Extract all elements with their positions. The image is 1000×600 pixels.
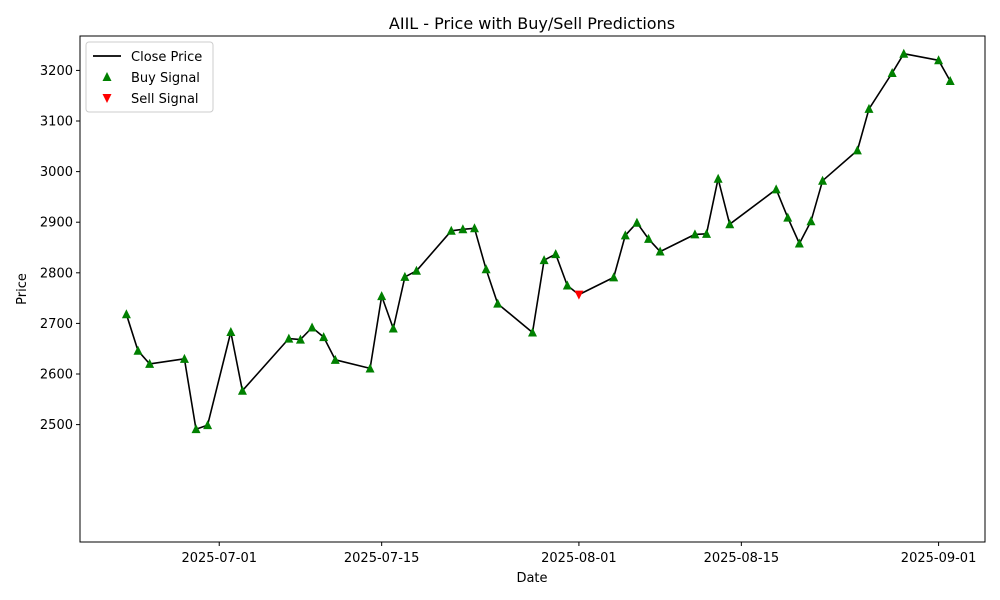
buy-signal-marker [655, 246, 665, 256]
buy-signal-marker [539, 255, 549, 265]
buy-signal-marker [295, 334, 305, 344]
buy-signal-marker [783, 212, 793, 222]
buy-signal-marker [458, 224, 468, 234]
y-axis: 2500 2600 2700 2800 2900 3000 3100 3200 [40, 64, 80, 433]
buy-signal-marker [191, 424, 201, 434]
buy-signal-marker [319, 332, 329, 342]
buy-signal-marker [644, 233, 654, 243]
buy-signal-marker [411, 265, 421, 275]
legend-box [85, 41, 214, 113]
buy-signal-marker [864, 103, 874, 113]
buy-signal-marker [203, 420, 213, 430]
buy-signal-marker [493, 298, 503, 308]
buy-signal-marker [945, 76, 955, 86]
buy-signal-marker [481, 264, 491, 274]
buy-signal-marker [725, 219, 735, 229]
buy-signal-marker [551, 249, 561, 259]
buy-signal-marker [237, 385, 247, 395]
buy-signal-marker [377, 291, 387, 301]
legend-buy-signal-marker [102, 72, 112, 81]
buy-signal-marker [713, 173, 723, 183]
buy-signal-marker [528, 327, 537, 337]
y-tick-label: 3000 [40, 165, 73, 180]
x-axis: 2025-07-01 2025-07-15 2025-08-01 2025-08-15… [181, 542, 976, 566]
legend-sell-signal-label: Sell Signal [131, 92, 199, 107]
y-tick-label: 2900 [40, 216, 73, 231]
buy-signal-marker [806, 216, 816, 226]
buy-signal-marker [632, 217, 642, 227]
buy-signal-marker [388, 323, 398, 333]
buy-signal-marker [145, 358, 155, 368]
buy-signal-marker [400, 271, 410, 281]
y-axis-label: Price [15, 273, 30, 305]
buy-signal-marker [330, 354, 340, 364]
buy-signal-marker [226, 327, 236, 337]
legend-buy-signal-label: Buy Signal [131, 71, 200, 86]
buy-signal-marker [284, 333, 294, 343]
buy-signal-marker [690, 229, 700, 239]
buy-signal-marker [133, 345, 143, 355]
buy-signal-marker [899, 48, 909, 58]
x-tick-label: 2025-08-15 [704, 551, 780, 566]
sell-signal-marker [574, 290, 584, 300]
buy-signal-marker [702, 228, 712, 238]
buy-signal-marker [852, 145, 862, 155]
legend-sell-signal-marker [102, 94, 112, 103]
x-axis-label: Date [516, 571, 547, 586]
y-tick-label: 2700 [40, 317, 73, 332]
buy-signal-marker [469, 223, 479, 233]
buy-signal-marker [307, 322, 317, 332]
buy-signal-marker [794, 238, 804, 248]
buy-signal-marker [562, 280, 572, 290]
plot-area [79, 35, 986, 543]
y-tick-label: 2800 [40, 266, 73, 281]
series-layer [125, 52, 951, 431]
x-tick-label: 2025-07-01 [181, 551, 257, 566]
buy-signal-marker [179, 353, 189, 363]
y-tick-label: 3100 [40, 115, 73, 130]
x-tick-label: 2025-07-15 [344, 551, 420, 566]
buy-signal-marker [620, 230, 630, 240]
x-tick-label: 2025-09-01 [901, 551, 977, 566]
buy-signal-marker [365, 363, 375, 373]
buy-signal-marker [446, 225, 456, 235]
buy-signal-marker [887, 67, 897, 77]
y-tick-label: 2500 [40, 418, 73, 433]
chart-title: AIIL - Price with Buy/Sell Predictions [389, 14, 675, 33]
y-tick-label: 2600 [40, 368, 73, 383]
buy-signal-marker [121, 309, 131, 319]
buy-signal-marker [609, 272, 619, 282]
buy-signal-marker [771, 184, 781, 194]
buy-signal-marker [934, 55, 944, 65]
legend: Close Price Buy Signal Sell Signal [85, 41, 214, 113]
marker-layer [121, 48, 955, 434]
y-tick-label: 3200 [40, 64, 73, 79]
close-price-line [125, 52, 951, 431]
buy-signal-marker [818, 175, 828, 185]
plot-frame [79, 35, 986, 543]
legend-close-price-label: Close Price [131, 50, 202, 65]
x-tick-label: 2025-08-01 [541, 551, 617, 566]
